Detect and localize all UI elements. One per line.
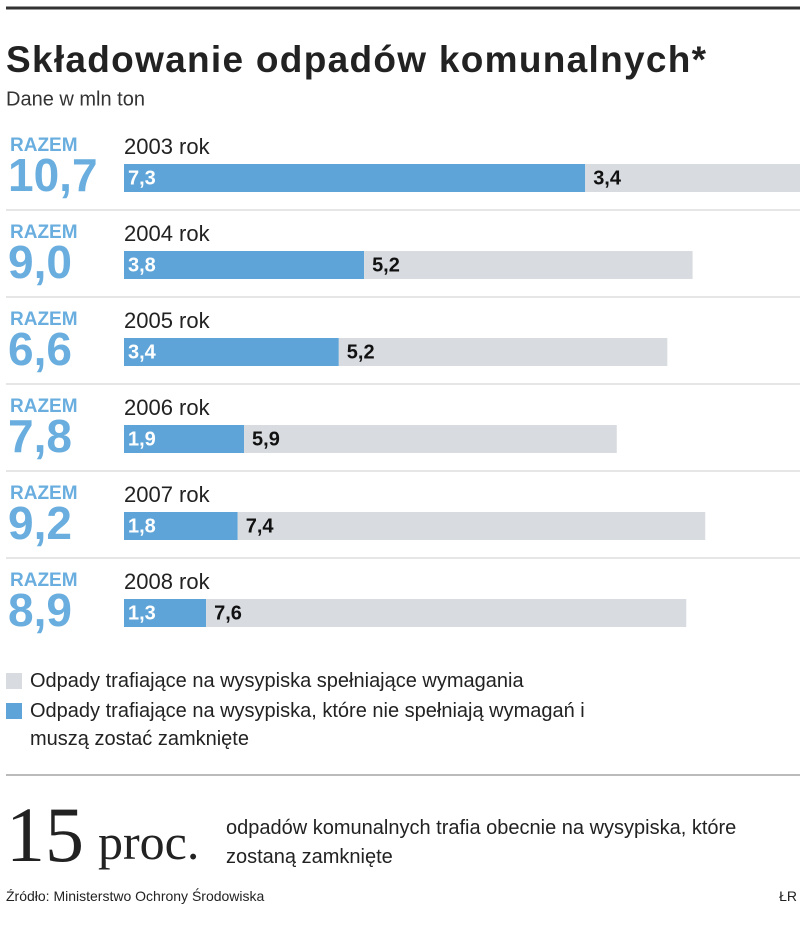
callout-text: odpadów komunalnych trafia obecnie na wy… xyxy=(226,817,737,868)
total-label: 10,7 xyxy=(8,149,98,201)
value-label: 1,8 xyxy=(128,515,156,537)
value-label: 7,6 xyxy=(214,602,242,624)
legend-label: Odpady trafiające na wysypiska spełniają… xyxy=(30,670,524,692)
chart-title: Składowanie odpadów komunalnych* xyxy=(6,39,707,80)
value-label: 7,3 xyxy=(128,167,156,189)
total-label: 9,0 xyxy=(8,236,72,288)
total-caption: RAZEM xyxy=(10,309,78,330)
legend-swatch xyxy=(6,703,22,719)
callout-number: 15 xyxy=(6,791,84,878)
bar-segment xyxy=(585,164,800,192)
category-label: 2006 rok xyxy=(124,395,211,420)
value-label: 1,9 xyxy=(128,428,156,450)
value-label: 3,8 xyxy=(128,254,156,276)
total-label: 8,9 xyxy=(8,584,72,636)
bar-segment xyxy=(244,425,617,453)
total-caption: RAZEM xyxy=(10,135,78,156)
category-label: 2005 rok xyxy=(124,308,211,333)
category-label: 2003 rok xyxy=(124,134,211,159)
total-caption: RAZEM xyxy=(10,396,78,417)
value-label: 5,2 xyxy=(347,341,375,363)
category-label: 2007 rok xyxy=(124,482,211,507)
value-label: 5,9 xyxy=(252,428,280,450)
callout-unit: proc. xyxy=(98,814,200,870)
legend-swatch xyxy=(6,673,22,689)
bar-segment xyxy=(206,599,687,627)
credit: ŁR xyxy=(779,888,797,904)
value-label: 5,2 xyxy=(372,254,400,276)
subtitle: Dane w mln ton xyxy=(6,88,145,110)
bar-segment xyxy=(364,251,693,279)
bar-segment xyxy=(237,512,706,540)
total-caption: RAZEM xyxy=(10,483,78,504)
value-label: 3,4 xyxy=(128,341,157,363)
bar-segment xyxy=(124,599,207,627)
bar-segment xyxy=(124,251,365,279)
bar-segment xyxy=(124,338,339,366)
bar-segment xyxy=(124,512,238,540)
category-label: 2008 rok xyxy=(124,569,211,594)
bar-segment xyxy=(124,164,586,192)
value-label: 3,4 xyxy=(593,167,622,189)
total-label: 7,8 xyxy=(8,410,72,462)
total-label: 9,2 xyxy=(8,497,72,549)
category-label: 2004 rok xyxy=(124,221,211,246)
value-label: 1,3 xyxy=(128,602,156,624)
value-label: 7,4 xyxy=(246,515,275,537)
total-caption: RAZEM xyxy=(10,570,78,591)
legend-label: Odpady trafiające na wysypiska, które ni… xyxy=(30,700,585,750)
source: Źródło: Ministerstwo Ochrony Środowiska xyxy=(6,888,265,904)
bar-segment xyxy=(338,338,668,366)
bar-segment xyxy=(124,425,245,453)
total-label: 6,6 xyxy=(8,323,72,375)
total-caption: RAZEM xyxy=(10,222,78,243)
